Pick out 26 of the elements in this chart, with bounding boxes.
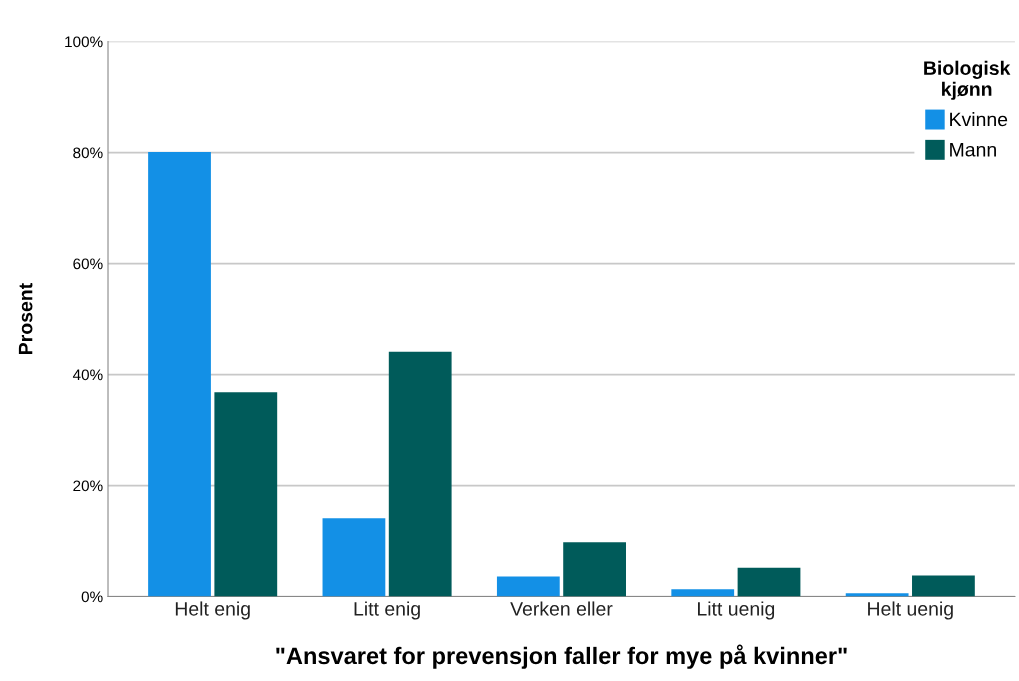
bar: [496, 576, 560, 597]
y-tick-label: 20%: [73, 480, 103, 492]
x-axis-title: "Ansvaret for prevensjon faller for mye på kvinner": [276, 644, 847, 669]
bar: [322, 518, 386, 597]
x-tick-label: Verken eller: [510, 601, 613, 616]
bar: [148, 151, 211, 597]
y-tick-label: 100%: [65, 36, 103, 48]
x-tick-label: Litt enig: [354, 601, 420, 620]
y-tick-label: 80%: [73, 147, 103, 159]
legend-title: Biologisk kjønn: [924, 60, 1011, 100]
y-tick-label: 60%: [73, 258, 103, 270]
bar: [845, 593, 909, 597]
legend-label: Mann: [950, 143, 996, 157]
legend-label: Kvinne: [950, 112, 1008, 127]
x-tick-label: Litt uenig: [698, 601, 775, 620]
x-tick-label: Helt uenig: [868, 601, 953, 620]
bar: [563, 542, 626, 597]
y-tick-label: 0%: [81, 591, 103, 603]
y-tick-label: 40%: [72, 369, 103, 381]
y-axis-title: Prosent: [18, 283, 33, 354]
x-tick-label: Helt enig: [175, 601, 250, 620]
bar: [214, 392, 278, 597]
bar: [912, 575, 975, 597]
bar: [737, 567, 801, 597]
bar: [671, 589, 735, 597]
bar: [388, 351, 452, 597]
